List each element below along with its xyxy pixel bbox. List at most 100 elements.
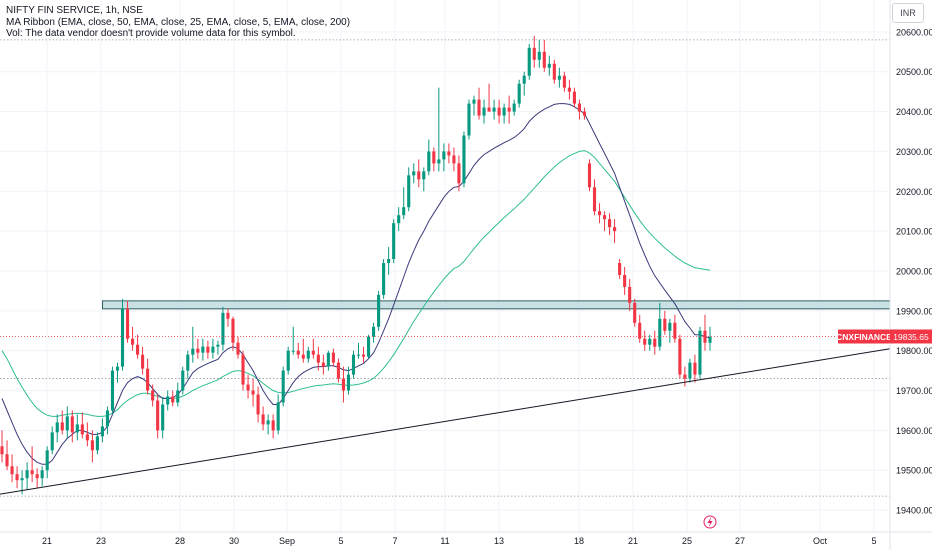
candle	[0, 430, 4, 463]
candle	[55, 414, 59, 443]
chart-legend: NIFTY FIN SERVICE, 1h, NSE MA Ribbon (EM…	[6, 5, 350, 40]
candle-body	[592, 187, 597, 212]
candle-body	[377, 294, 381, 327]
candle-body	[351, 354, 356, 375]
time-axis[interactable]: 21 23 28 30 Sep 5 7 11 13 18 21 25 27 Oct 5	[0, 531, 932, 546]
candle	[668, 318, 672, 343]
candle	[316, 346, 320, 371]
candle-body	[206, 346, 210, 353]
candle	[397, 207, 401, 232]
candle	[161, 398, 165, 439]
candle	[95, 432, 99, 455]
currency-button[interactable]: INR	[892, 3, 924, 23]
candle-body	[271, 420, 275, 431]
candle	[366, 334, 371, 359]
candle	[5, 440, 9, 471]
candle	[336, 358, 340, 383]
candle	[678, 334, 682, 379]
candle	[628, 278, 632, 311]
candle	[387, 247, 391, 275]
support-resistance-zone[interactable]	[102, 300, 891, 310]
candle-body	[618, 263, 622, 275]
candle-body	[412, 171, 416, 176]
candle-body	[211, 346, 215, 353]
candle	[512, 99, 516, 116]
candle	[105, 406, 110, 435]
candle-body	[658, 318, 662, 347]
candle-body	[587, 163, 592, 188]
candle	[557, 67, 561, 88]
x-tick-label: 23	[96, 536, 106, 546]
candle-body	[226, 312, 230, 319]
candle-body	[512, 103, 516, 112]
candle	[151, 384, 155, 407]
candle	[462, 131, 466, 188]
candle	[176, 382, 180, 407]
candle-body	[20, 478, 24, 481]
candle-body	[462, 135, 466, 184]
candle	[608, 213, 612, 236]
candle	[246, 374, 250, 399]
candle-body	[442, 151, 446, 160]
candle-body	[266, 420, 270, 425]
x-tick-label: 7	[392, 536, 397, 546]
x-tick-label: 18	[574, 536, 584, 546]
candle-body	[301, 354, 305, 359]
x-tick-label: 5	[871, 536, 876, 546]
candle	[206, 340, 210, 359]
candle	[683, 366, 687, 387]
candle	[467, 99, 471, 140]
trendline[interactable]	[0, 348, 891, 495]
candle	[537, 39, 541, 68]
candle	[110, 366, 115, 415]
candle-body	[221, 312, 225, 345]
candle-body	[291, 350, 295, 352]
candle-body	[407, 175, 411, 208]
candle-body	[151, 390, 155, 401]
candle	[432, 147, 436, 172]
candle-body	[673, 322, 677, 339]
y-tick-label: 20000.00	[896, 266, 932, 276]
candle-body	[65, 416, 69, 431]
candle-body	[532, 47, 536, 60]
candle	[517, 79, 521, 108]
last-price-labels: CNXFINANCE 19835.65	[0, 329, 932, 344]
candle-body	[95, 436, 99, 451]
price-axis[interactable]: 19400.00 19500.00 19600.00 19700.00 19800.00…	[889, 0, 932, 550]
candle	[85, 422, 89, 447]
candle-body	[85, 434, 89, 441]
candle-body	[55, 422, 59, 433]
x-tick-label: 21	[628, 536, 638, 546]
candle-body	[557, 75, 561, 80]
candle-body	[261, 414, 265, 425]
candle-body	[372, 326, 376, 337]
candle	[35, 468, 39, 489]
candle	[236, 336, 240, 359]
candle-body	[186, 354, 190, 371]
candle-body	[341, 378, 346, 391]
candle-body	[703, 330, 707, 343]
candle	[100, 418, 104, 443]
candle-body	[698, 330, 702, 375]
candle	[422, 167, 426, 192]
candle	[693, 354, 697, 383]
candle	[572, 87, 576, 108]
x-tick-label: 13	[494, 536, 504, 546]
candle-body	[477, 99, 481, 116]
candle	[261, 406, 265, 431]
candle	[60, 410, 64, 435]
candle-body	[251, 390, 255, 395]
candle-body	[417, 171, 421, 180]
candle	[643, 330, 647, 351]
candle	[120, 298, 125, 371]
candle	[613, 219, 617, 244]
candle-body	[296, 350, 300, 355]
y-tick-label: 20400.00	[896, 107, 932, 117]
lightning-icon[interactable]	[703, 515, 717, 529]
candle	[346, 366, 351, 395]
candle-body	[688, 362, 692, 379]
candle-body	[648, 338, 652, 345]
x-tick-label: 25	[682, 536, 692, 546]
candle-body	[105, 410, 110, 427]
